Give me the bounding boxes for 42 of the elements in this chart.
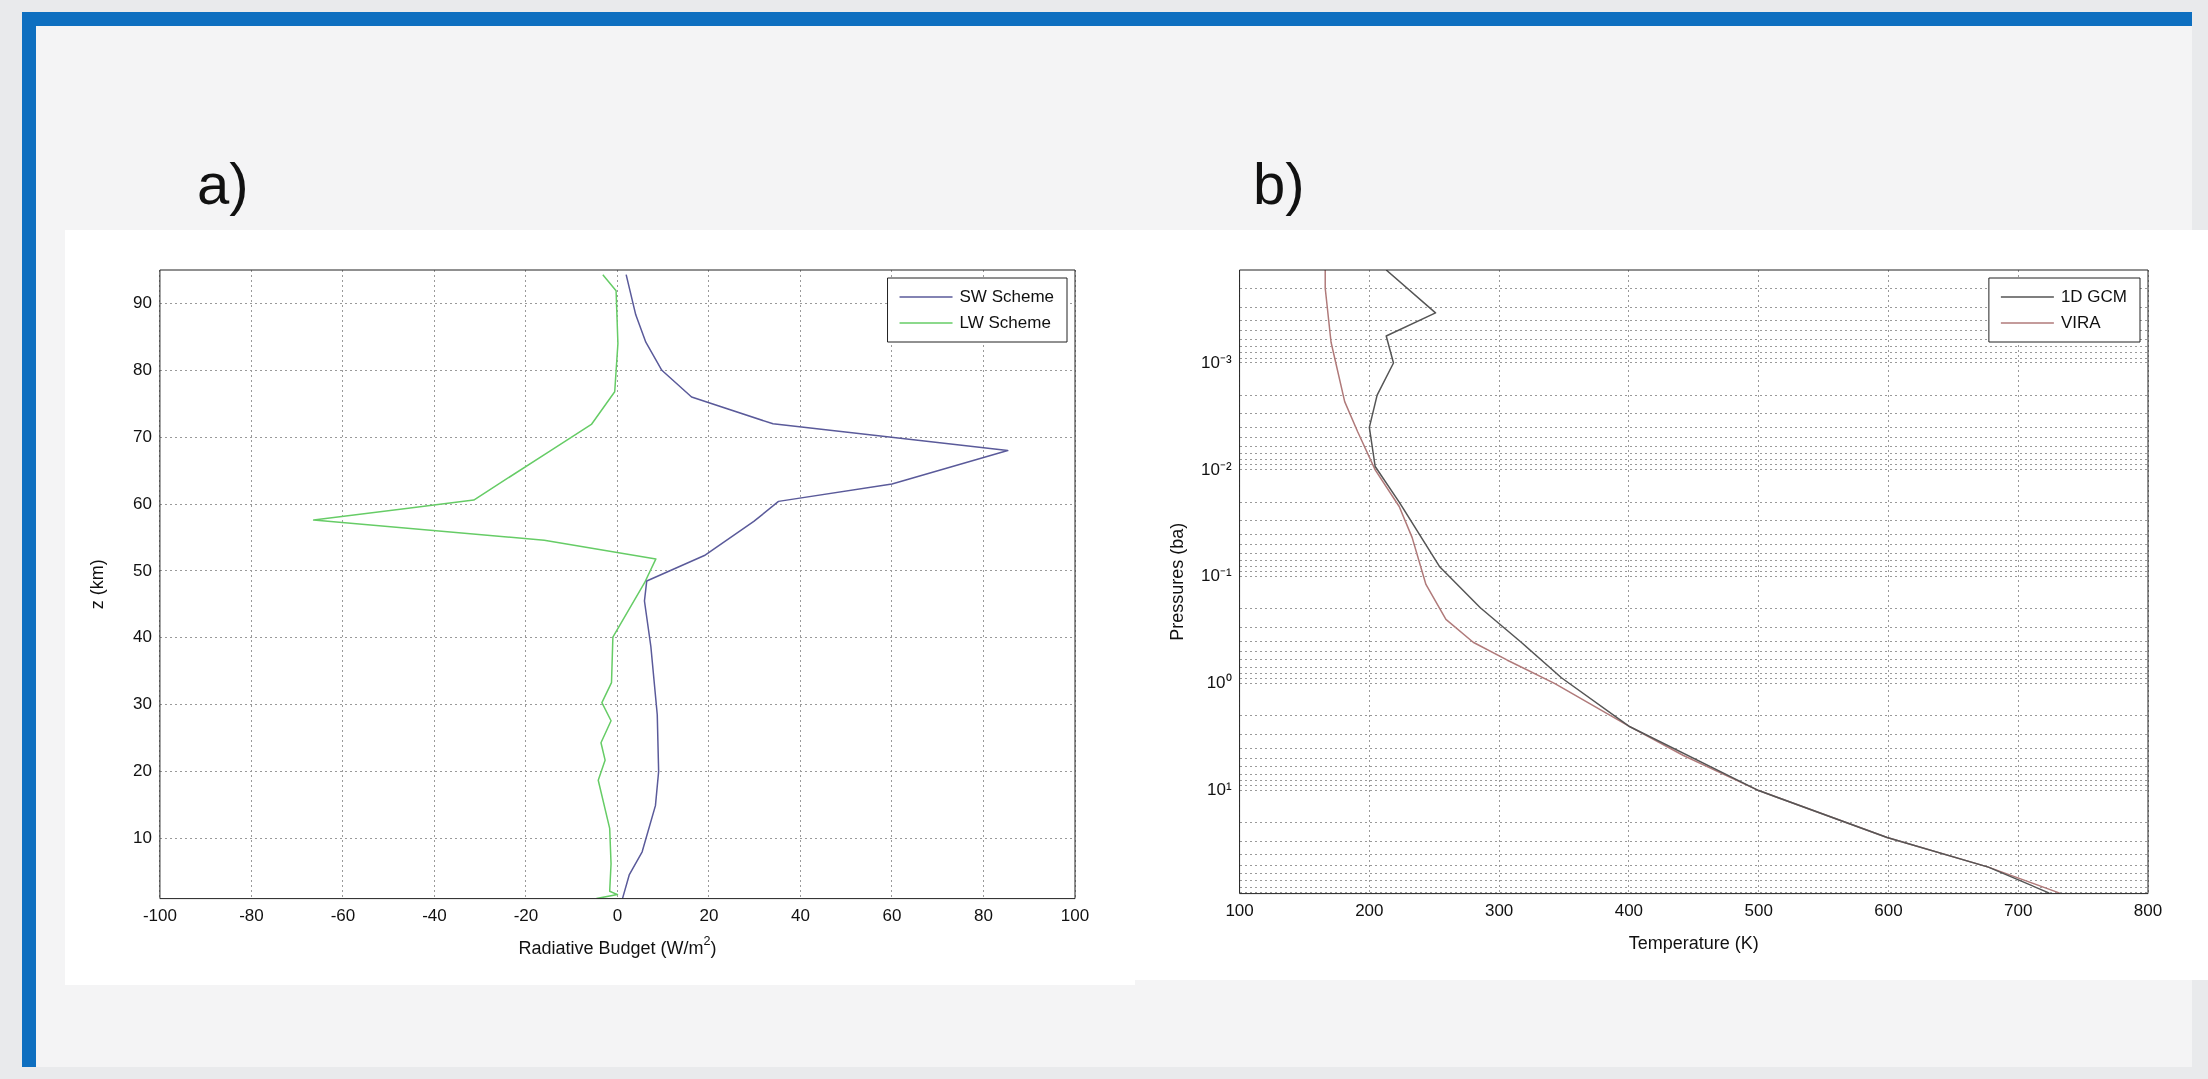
y-axis-title: Pressures (ba) bbox=[1166, 522, 1187, 641]
x-axis-title: Temperature (K) bbox=[1628, 932, 1759, 953]
legend-label: LW Scheme bbox=[959, 312, 1051, 332]
x-tick-label: 500 bbox=[1744, 901, 1773, 921]
y-tick-label: 20 bbox=[132, 761, 152, 781]
x-tick-label: 60 bbox=[882, 906, 902, 926]
x-tick-label: 300 bbox=[1484, 901, 1514, 921]
x-tick-label: 800 bbox=[2133, 901, 2163, 921]
x-tick-label: 600 bbox=[1874, 901, 1903, 921]
x-tick-label: 80 bbox=[974, 906, 993, 926]
y-tick-label: 60 bbox=[132, 493, 152, 513]
x-tick-label: 100 bbox=[1225, 901, 1254, 921]
x-tick-label: -20 bbox=[513, 906, 539, 926]
y-tick-label: 80 bbox=[132, 360, 152, 379]
y-tick-label: 50 bbox=[132, 560, 152, 580]
y-tick-label: 70 bbox=[132, 426, 152, 446]
y-tick-label: 10⁻² bbox=[1200, 459, 1232, 479]
y-axis-title: z (km) bbox=[86, 559, 107, 610]
y-tick-label: 10⁻³ bbox=[1200, 352, 1232, 372]
chart-title: b) bbox=[1253, 150, 1305, 217]
y-tick-label: 10 bbox=[132, 828, 152, 848]
legend-label: VIRA bbox=[2060, 312, 2102, 332]
legend-label: 1D GCM bbox=[2060, 286, 2128, 306]
x-tick-label: 20 bbox=[699, 906, 719, 926]
x-tick-label: 40 bbox=[791, 906, 810, 926]
x-tick-label: -40 bbox=[422, 906, 447, 926]
x-tick-label: -100 bbox=[142, 906, 177, 926]
x-tick-label: 700 bbox=[2004, 901, 2033, 921]
x-tick-label: -80 bbox=[239, 906, 264, 926]
y-tick-label: 10¹ bbox=[1206, 780, 1232, 800]
y-tick-label: 10⁻¹ bbox=[1200, 566, 1232, 586]
x-tick-label: 400 bbox=[1614, 901, 1644, 921]
y-tick-label: 30 bbox=[132, 694, 152, 714]
y-tick-label: 10⁰ bbox=[1206, 673, 1232, 693]
x-tick-label: 0 bbox=[612, 906, 623, 926]
y-tick-label: 90 bbox=[132, 293, 152, 313]
y-tick-label: 40 bbox=[132, 627, 152, 647]
chart-title: a) bbox=[197, 150, 249, 217]
x-tick-label: 200 bbox=[1355, 901, 1384, 921]
x-tick-label: 100 bbox=[1060, 906, 1090, 926]
legend-label: SW Scheme bbox=[959, 286, 1055, 306]
x-tick-label: -60 bbox=[330, 906, 356, 926]
